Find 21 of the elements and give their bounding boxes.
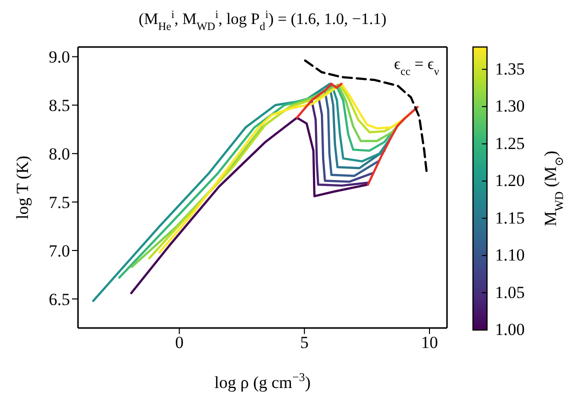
color-bar-label: 1.25 (495, 134, 525, 153)
color-bar-label: 1.35 (495, 59, 525, 78)
color-bar-label: 1.30 (495, 96, 525, 116)
color-bar-label: 1.05 (495, 282, 525, 302)
y-tick-label: 6.5 (48, 290, 70, 309)
y-tick-label: 7.5 (48, 193, 70, 212)
chart-title: (M$_{He}$$^{i}$, M$_{WD}$$^{i}$, log P$_{d}$$^{i}$) = (1.6, 1.0, −1.1) (138, 9, 386, 33)
y-tick-label: 9.0 (48, 48, 70, 67)
y-tick-label: 7.0 (48, 242, 70, 261)
y-axis-title: log T (K) (13, 156, 32, 220)
color-bar-label: 1.20 (495, 171, 525, 190)
x-tick-label: 5 (300, 333, 309, 352)
x-tick-label: 10 (420, 333, 438, 352)
color-bar-label: 1.15 (495, 208, 525, 228)
x-tick-label: 0 (175, 333, 184, 352)
y-tick-label: 8.5 (48, 96, 70, 116)
y-tick-label: 8.0 (48, 144, 70, 164)
annotation: ϵ$_{cc}$ = ϵ$_{ν}$ (394, 56, 439, 78)
color-bar-label: 1.00 (495, 320, 525, 339)
color-bar-label: 1.10 (495, 246, 525, 265)
x-axis-title: log ρ (g cm$^{−3}$) (214, 370, 311, 392)
